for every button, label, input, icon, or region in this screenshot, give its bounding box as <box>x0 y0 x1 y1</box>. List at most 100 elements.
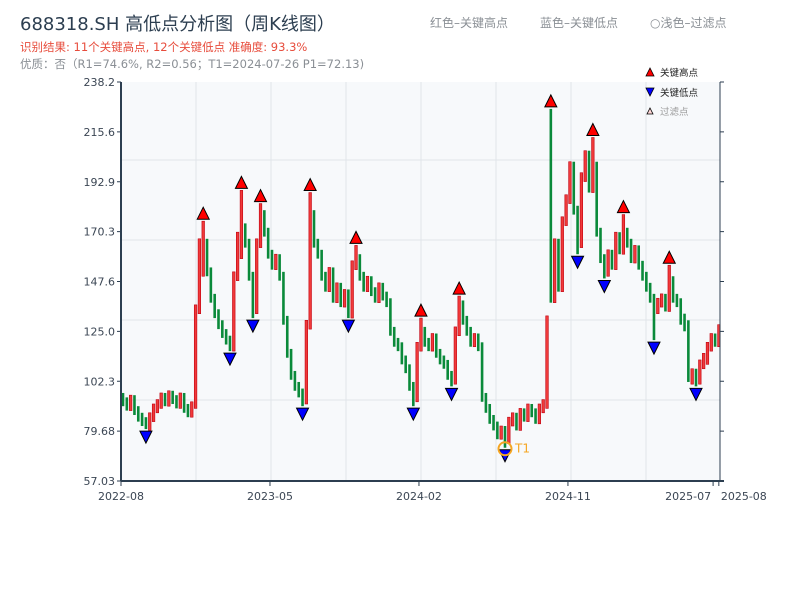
candle-up <box>350 260 354 319</box>
candle-up <box>709 333 713 352</box>
candle-down <box>282 271 285 325</box>
candle-down <box>213 293 216 319</box>
candle-up <box>511 412 515 427</box>
candle-down <box>171 390 174 404</box>
key-high-marker <box>196 206 211 220</box>
candle-up <box>193 304 198 409</box>
candle-up <box>190 401 194 418</box>
candle-up <box>159 392 163 409</box>
candle-up <box>667 264 671 312</box>
candle-down <box>595 161 598 237</box>
candle-down <box>671 276 675 303</box>
candle-up <box>583 150 587 182</box>
candle-up <box>232 271 236 352</box>
key-low-marker <box>223 352 237 367</box>
candle-down <box>182 392 186 413</box>
key-low-marker <box>406 407 421 422</box>
grid <box>121 82 720 481</box>
key-high-marker <box>616 199 631 214</box>
candle-up <box>129 394 133 411</box>
candle-down <box>641 260 644 281</box>
candle-down <box>438 348 442 365</box>
note-high-red: 红色–关键高点 <box>430 16 509 30</box>
key-low-marker <box>597 279 612 294</box>
candle-up <box>564 194 568 226</box>
candle-up <box>526 403 530 422</box>
candle-up <box>274 253 278 270</box>
candle-up <box>705 342 710 365</box>
candle-down <box>228 335 232 352</box>
candle-down <box>446 359 449 380</box>
candle-up <box>236 231 240 281</box>
legend-high-label: 关键高点 <box>660 67 699 79</box>
candle-down <box>625 227 629 248</box>
candle-down <box>136 406 140 422</box>
candle-down <box>224 329 228 345</box>
candle-up <box>660 293 664 308</box>
candle-down <box>587 150 591 193</box>
y-tick-label: 102.3 <box>84 375 116 388</box>
candle-down <box>637 245 640 270</box>
candle-down <box>289 348 293 380</box>
candle-up <box>614 231 618 270</box>
candle-down <box>412 381 415 407</box>
x-tick-label: 2023-05 <box>247 490 293 503</box>
x-tick-label: 2025-07 <box>665 490 711 503</box>
candle-down <box>679 298 683 325</box>
x-tick-label: 2024-02 <box>396 490 442 503</box>
candle-up <box>457 295 461 337</box>
key-low-marker <box>689 387 703 402</box>
candle-up <box>499 425 503 440</box>
candle-up <box>698 359 702 385</box>
recognition-result: 识别结果: 11个关键高点, 12个关键低点 准确度: 93.3% <box>20 40 308 54</box>
candle-down <box>285 315 289 358</box>
candle-up <box>239 190 244 259</box>
candle-up <box>537 403 541 425</box>
legend-high-icon <box>645 67 655 77</box>
y-tick-label: 79.68 <box>84 425 116 438</box>
key-low-marker <box>139 430 153 445</box>
candle-down <box>683 313 686 332</box>
candle-down <box>572 161 576 215</box>
candle-down <box>362 271 365 292</box>
candle-down <box>270 249 274 270</box>
key-high-marker <box>234 175 249 189</box>
y-tick-label: 238.2 <box>84 76 116 89</box>
candle-down <box>400 342 404 365</box>
legend: 关键高点 关键低点 过滤点 <box>645 67 699 118</box>
candle-up <box>335 282 339 303</box>
candle-down <box>125 397 129 411</box>
candle-down <box>163 392 167 407</box>
key-low-marker <box>341 319 356 334</box>
candle-up <box>553 238 557 303</box>
candle-down <box>358 254 362 281</box>
candle-down <box>144 417 148 430</box>
candle-down <box>694 368 698 387</box>
candle-down <box>408 364 411 391</box>
candle-down <box>251 271 255 319</box>
candle-down <box>205 238 209 277</box>
candle-up <box>568 161 572 204</box>
t1-marker <box>497 441 513 457</box>
candle-down <box>549 108 553 303</box>
note-low-blue: 蓝色–关键低点 <box>540 16 619 30</box>
candle-down <box>301 388 304 407</box>
candle-down <box>522 408 526 422</box>
candle-up <box>545 315 549 409</box>
candle-down <box>320 249 323 281</box>
legend-filtered-label: 过滤点 <box>660 106 689 118</box>
candle-up <box>178 392 182 409</box>
candle-down <box>450 370 453 387</box>
candle-down <box>534 408 537 424</box>
legend-low-icon <box>645 87 655 97</box>
candle-down <box>492 414 495 431</box>
candle-down <box>557 238 560 292</box>
candle-up <box>606 249 610 277</box>
candle-up <box>430 333 435 352</box>
x-tick-label: 2022-08 <box>98 490 144 503</box>
candle-down <box>713 333 717 347</box>
y-tick-label: 147.6 <box>84 276 116 289</box>
candle-down <box>140 412 144 427</box>
candle-down <box>434 333 438 358</box>
